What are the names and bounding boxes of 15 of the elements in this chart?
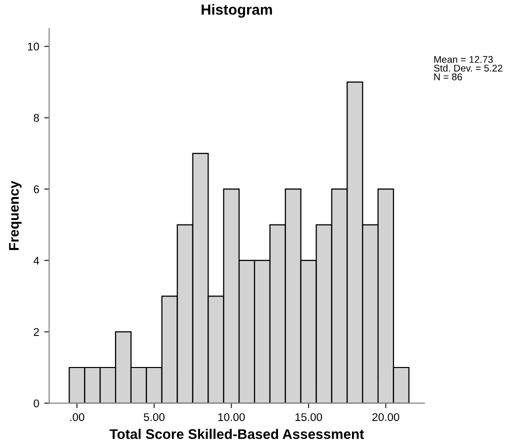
x-tick-label: 20.00 (372, 413, 400, 422)
x-tick-label: 15.00 (296, 413, 322, 422)
text: Mean = 12.73 Std. Dev. = 5.22 N = 86 (434, 56, 502, 80)
x-tick-label: 5.00 (144, 413, 165, 422)
x-axis-title: Total Score Skilled-Based Assessment (110, 428, 364, 440)
x-tick-label: 10.00 (218, 413, 245, 422)
y-tick-label: 4 (34, 256, 40, 264)
chart-title: Histogram (202, 4, 272, 18)
y-tick-label: 6 (34, 185, 39, 194)
y-tick-label: 0 (34, 399, 40, 408)
y-tick-label: 8 (34, 114, 39, 122)
y-tick-label: 10 (28, 42, 40, 51)
x-tick-label: .00 (70, 413, 84, 422)
y-axis-title: Frequency (9, 180, 22, 250)
y-tick-label: 2 (34, 328, 39, 336)
